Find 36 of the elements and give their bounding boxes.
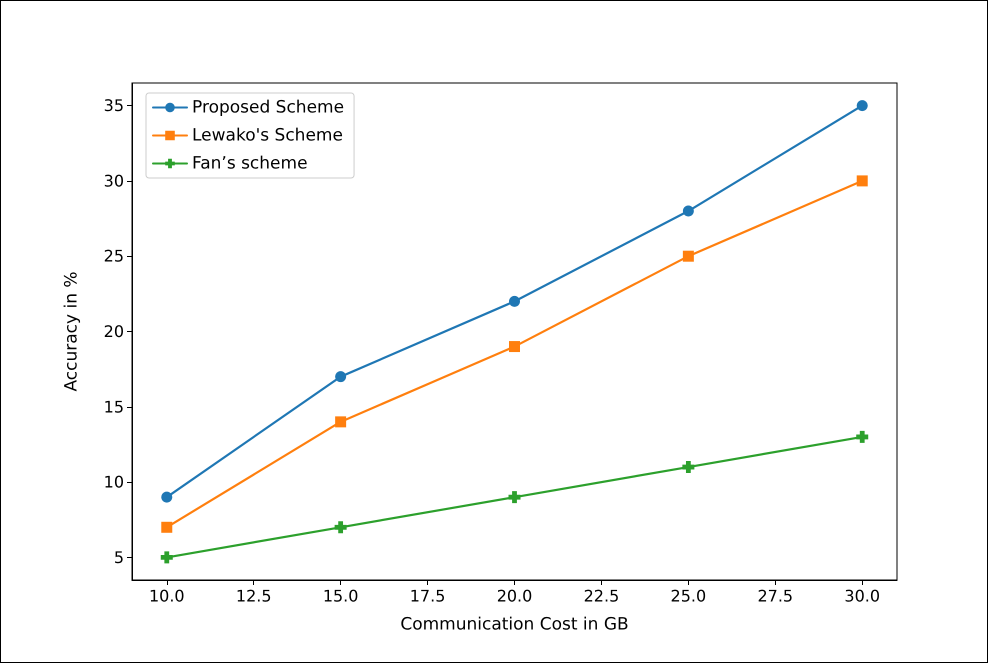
- point: [682, 206, 694, 217]
- x-tick-label: 22.5: [584, 586, 620, 606]
- x-tick-label: 17.5: [410, 586, 446, 606]
- point: [509, 341, 520, 352]
- point: [161, 522, 172, 533]
- x-tick-label: 12.5: [236, 586, 272, 606]
- point: [856, 100, 868, 112]
- legend-label: Lewako's Scheme: [192, 126, 343, 146]
- x-tick-label: 10.0: [148, 586, 185, 606]
- x-axis-title: Communication Cost in GB: [400, 614, 629, 634]
- y-axis-title: Accuracy in %: [62, 271, 82, 392]
- point: [160, 551, 173, 564]
- legend-label: Proposed Scheme: [192, 98, 344, 118]
- legend-label: Fan’s scheme: [192, 154, 308, 174]
- y-tick-label: 5: [114, 548, 124, 567]
- x-tick-label: 15.0: [322, 586, 358, 606]
- y-tick-label: 25: [104, 246, 124, 266]
- x-tick-label: 30.0: [844, 586, 880, 606]
- point: [335, 371, 346, 382]
- y-tick-label: 35: [104, 96, 124, 116]
- x-tick-label: 20.0: [496, 586, 532, 606]
- point: [508, 491, 520, 504]
- x-tick-label: 25.0: [670, 586, 706, 606]
- point: [682, 250, 694, 262]
- point: [335, 416, 346, 428]
- point: [509, 296, 520, 307]
- y-tick-label: 30: [104, 171, 124, 190]
- point: [856, 430, 868, 443]
- point: [334, 521, 347, 534]
- point: [682, 461, 694, 474]
- x-tick-label: 27.5: [757, 586, 794, 606]
- point: [856, 175, 868, 186]
- point: [161, 492, 172, 503]
- y-tick-label: 20: [104, 322, 124, 341]
- y-tick-label: 10: [104, 472, 124, 492]
- y-tick-label: 15: [104, 397, 124, 416]
